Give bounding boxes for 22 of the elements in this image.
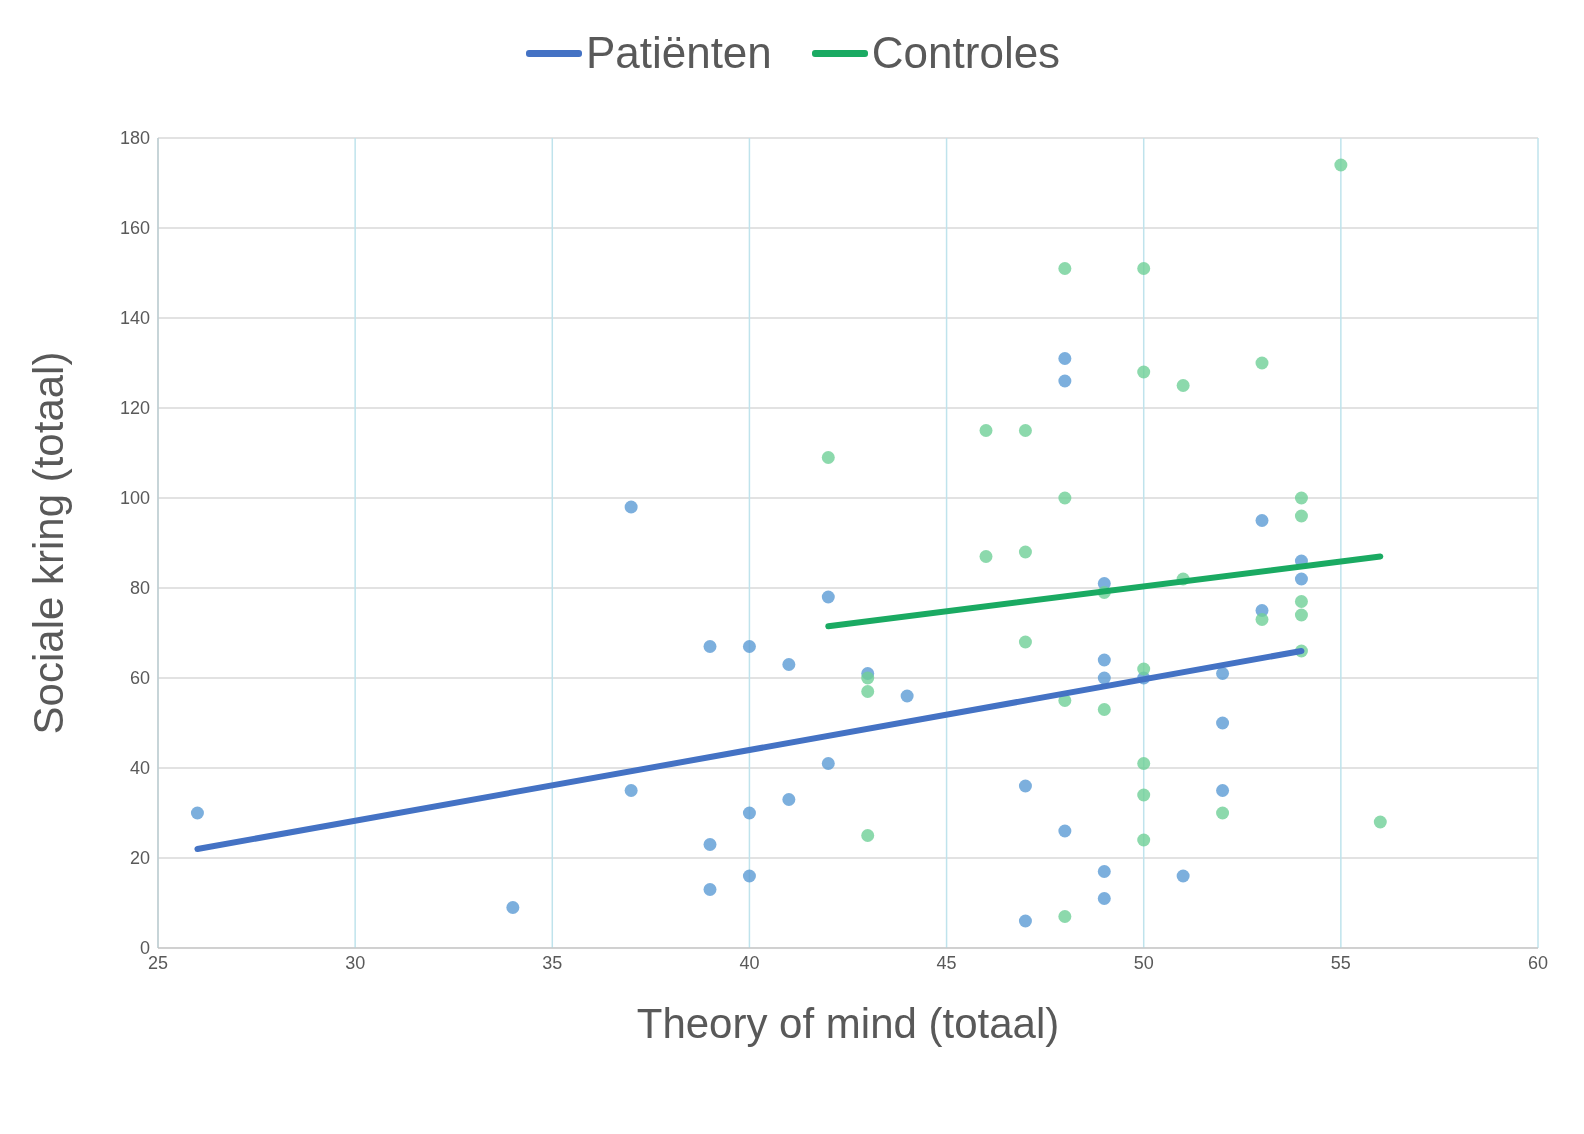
y-tick-label: 160 — [119, 218, 150, 239]
y-tick-label: 40 — [129, 758, 150, 779]
x-tick-label: 55 — [1330, 952, 1351, 973]
x-tick-label: 50 — [1133, 952, 1154, 973]
y-tick-label: 140 — [119, 308, 150, 329]
y-axis-title: Sociale kring (totaal) — [24, 351, 72, 735]
x-tick-label: 35 — [542, 952, 563, 973]
x-tick-label: 45 — [936, 952, 957, 973]
x-axis-title: Theory of mind (totaal) — [636, 1000, 1060, 1047]
y-tick-label: 60 — [129, 668, 150, 689]
legend-label: Patiënten — [585, 28, 772, 78]
x-tick-label: 30 — [345, 952, 366, 973]
x-tick-label: 60 — [1527, 952, 1549, 973]
y-tick-label: 20 — [129, 848, 150, 869]
y-tick-label: 0 — [139, 938, 150, 959]
x-tick-label: 40 — [739, 952, 760, 973]
y-tick-label: 80 — [129, 578, 150, 599]
legend-label: Controles — [871, 28, 1061, 78]
y-tick-label: 180 — [119, 128, 150, 149]
x-tick-label: 25 — [147, 952, 169, 973]
y-tick-label: 100 — [119, 488, 150, 509]
y-tick-label: 120 — [119, 398, 150, 419]
